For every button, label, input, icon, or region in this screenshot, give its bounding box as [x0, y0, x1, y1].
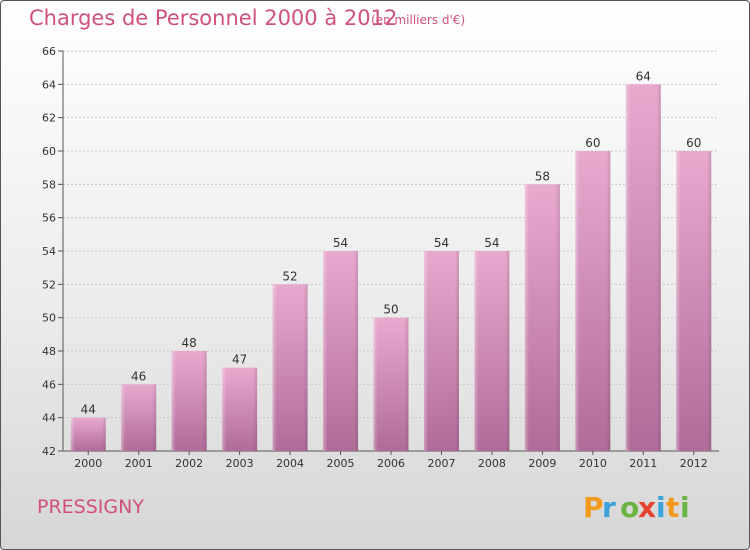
chart-title: Charges de Personnel 2000 à 2012 — [29, 6, 398, 30]
y-tick-label: 52 — [42, 278, 56, 291]
bar-shading — [575, 151, 611, 451]
bar-shading — [474, 251, 510, 451]
y-tick-label: 42 — [42, 445, 56, 458]
bar-value-label: 46 — [131, 369, 146, 383]
bar-shading — [323, 251, 359, 451]
y-tick-label: 54 — [42, 245, 56, 258]
svg-text:o: o — [620, 491, 639, 524]
bar-value-label: 54 — [484, 236, 499, 250]
x-tick-label: 2012 — [680, 457, 708, 470]
svg-text:r: r — [602, 491, 616, 524]
svg-text:i: i — [680, 491, 690, 524]
x-tick-label: 2007 — [427, 457, 455, 470]
x-tick-label: 2011 — [629, 457, 657, 470]
x-tick-label: 2005 — [327, 457, 355, 470]
chart-subtitle: (en milliers d'€) — [371, 13, 466, 27]
y-tick-label: 66 — [42, 45, 56, 58]
x-tick-label: 2003 — [226, 457, 254, 470]
y-tick-label: 46 — [42, 378, 56, 391]
bar-shading — [625, 84, 661, 451]
y-tick-label: 44 — [42, 412, 56, 425]
y-tick-label: 62 — [42, 112, 56, 125]
svg-text:i: i — [656, 491, 666, 524]
bar-value-label: 54 — [434, 236, 449, 250]
bar-shading — [423, 251, 459, 451]
bar-value-label: 58 — [535, 169, 550, 183]
y-tick-label: 50 — [42, 312, 56, 325]
data-labels: 44 46 48 47 52 54 50 54 54 58 60 64 60 — [81, 69, 702, 416]
bar-value-label: 60 — [585, 136, 600, 150]
x-tick-label: 2004 — [276, 457, 304, 470]
bar-shading — [70, 417, 106, 451]
bar-shading — [171, 351, 207, 451]
x-tick-label: 2008 — [478, 457, 506, 470]
proxiti-logo: P r o x i t i — [583, 491, 690, 524]
bar-shading — [373, 317, 409, 451]
x-tick-label: 2000 — [74, 457, 102, 470]
x-tick-label: 2009 — [528, 457, 556, 470]
bar-value-label: 47 — [232, 353, 247, 367]
svg-text:P: P — [583, 491, 604, 524]
y-tick-label: 64 — [42, 78, 56, 91]
bar-value-label: 54 — [333, 236, 348, 250]
y-tick-label: 56 — [42, 212, 56, 225]
bar-value-label: 50 — [383, 303, 398, 317]
bar-shading — [121, 384, 157, 451]
svg-text:x: x — [638, 491, 656, 524]
x-tick-label: 2001 — [125, 457, 153, 470]
bars — [70, 84, 712, 452]
y-tick-label: 48 — [42, 345, 56, 358]
x-tick-label: 2010 — [579, 457, 607, 470]
bar-shading — [222, 367, 258, 451]
y-tick-label: 60 — [42, 145, 56, 158]
bar-value-label: 60 — [686, 136, 701, 150]
bar-value-label: 52 — [282, 269, 297, 283]
bar-value-label: 48 — [182, 336, 197, 350]
bar-shading — [272, 284, 308, 451]
bar-shading — [524, 184, 560, 452]
bar-value-label: 64 — [636, 69, 651, 83]
x-tick-label: 2006 — [377, 457, 405, 470]
bar-value-label: 44 — [81, 403, 96, 417]
place-name: PRESSIGNY — [37, 496, 144, 518]
y-tick-label: 58 — [42, 178, 56, 191]
x-tick-label: 2002 — [175, 457, 203, 470]
bar-shading — [676, 151, 712, 451]
svg-text:t: t — [666, 491, 679, 524]
